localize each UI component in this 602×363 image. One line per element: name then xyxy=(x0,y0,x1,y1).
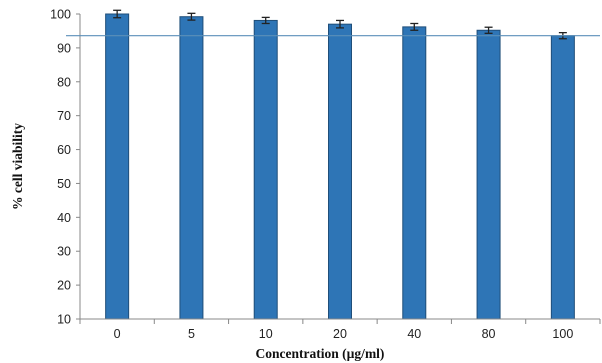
y-tick-label-30: 30 xyxy=(57,245,71,259)
y-tick-label-80: 80 xyxy=(57,75,71,89)
y-tick-label-10: 10 xyxy=(57,313,71,327)
x-tick-label-0: 0 xyxy=(114,327,121,341)
bar-100 xyxy=(550,35,575,320)
y-tick-label-90: 90 xyxy=(57,41,71,55)
x-tick-label-80: 80 xyxy=(482,327,496,341)
bars-group xyxy=(105,13,575,320)
bar-80 xyxy=(476,29,501,320)
y-tick-label-60: 60 xyxy=(57,143,71,157)
error-bars-group xyxy=(113,9,567,40)
bar-40 xyxy=(402,26,427,320)
x-tick-label-20: 20 xyxy=(333,327,347,341)
bar-0 xyxy=(105,13,130,320)
x-tick-label-100: 100 xyxy=(552,327,573,341)
y-tick-label-40: 40 xyxy=(57,211,71,225)
axes-group xyxy=(66,13,601,324)
y-tick-label-50: 50 xyxy=(57,177,71,191)
bar-20 xyxy=(328,23,352,320)
x-axis-title: Concentration (µg/ml) xyxy=(256,346,385,361)
x-tick-label-10: 10 xyxy=(259,327,273,341)
bar-5 xyxy=(179,16,204,320)
y-tick-label-100: 100 xyxy=(50,8,71,22)
x-tick-label-5: 5 xyxy=(188,327,195,341)
x-tick-label-40: 40 xyxy=(407,327,421,341)
tick-labels-group: 0 5 10 20 40 80 100 10 20 30 40 50 60 70 80 90 100 xyxy=(50,8,573,342)
y-tick-label-70: 70 xyxy=(57,109,71,123)
bar-10 xyxy=(253,19,278,320)
y-tick-label-20: 20 xyxy=(57,279,71,293)
y-axis-title: % cell viability xyxy=(10,123,25,210)
